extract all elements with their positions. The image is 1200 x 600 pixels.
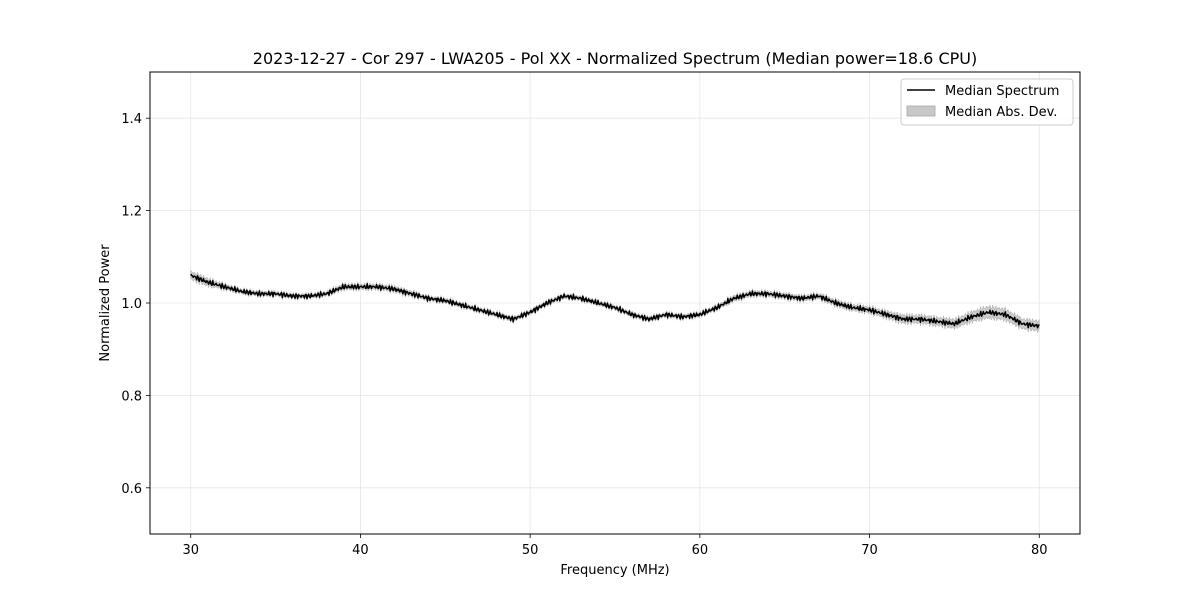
legend-box	[900, 78, 1074, 126]
y-tick-label: 1.4	[121, 112, 142, 127]
median-spectrum-line	[190, 273, 1040, 329]
x-tick-label: 50	[522, 543, 539, 558]
x-tick-label: 60	[692, 543, 709, 558]
x-tick-label: 30	[182, 543, 199, 558]
y-tick-label: 1.0	[121, 297, 142, 312]
x-tick-label: 80	[1031, 543, 1048, 558]
y-tick-label: 0.6	[121, 482, 142, 497]
x-tick-label: 70	[861, 543, 878, 558]
x-axis-ticks: 30 40 50 60 70 80	[182, 534, 1048, 558]
legend-median-label: Median Spectrum	[945, 84, 1059, 99]
x-axis-label: Frequency (MHz)	[560, 563, 669, 578]
legend-mad-swatch	[906, 105, 936, 117]
y-tick-label: 0.8	[121, 389, 142, 404]
x-tick-label: 40	[352, 543, 369, 558]
chart-title: 2023-12-27 - Cor 297 - LWA205 - Pol XX -…	[253, 49, 977, 68]
legend-mad-label: Median Abs. Dev.	[945, 105, 1057, 120]
y-tick-label: 1.2	[121, 205, 142, 220]
median-line-layer	[190, 273, 1040, 329]
legend: Median Spectrum Median Abs. Dev.	[900, 78, 1074, 126]
y-axis-label: Normalized Power	[98, 244, 113, 362]
y-axis-ticks: 0.6 0.8 1.0 1.2 1.4	[121, 112, 150, 497]
